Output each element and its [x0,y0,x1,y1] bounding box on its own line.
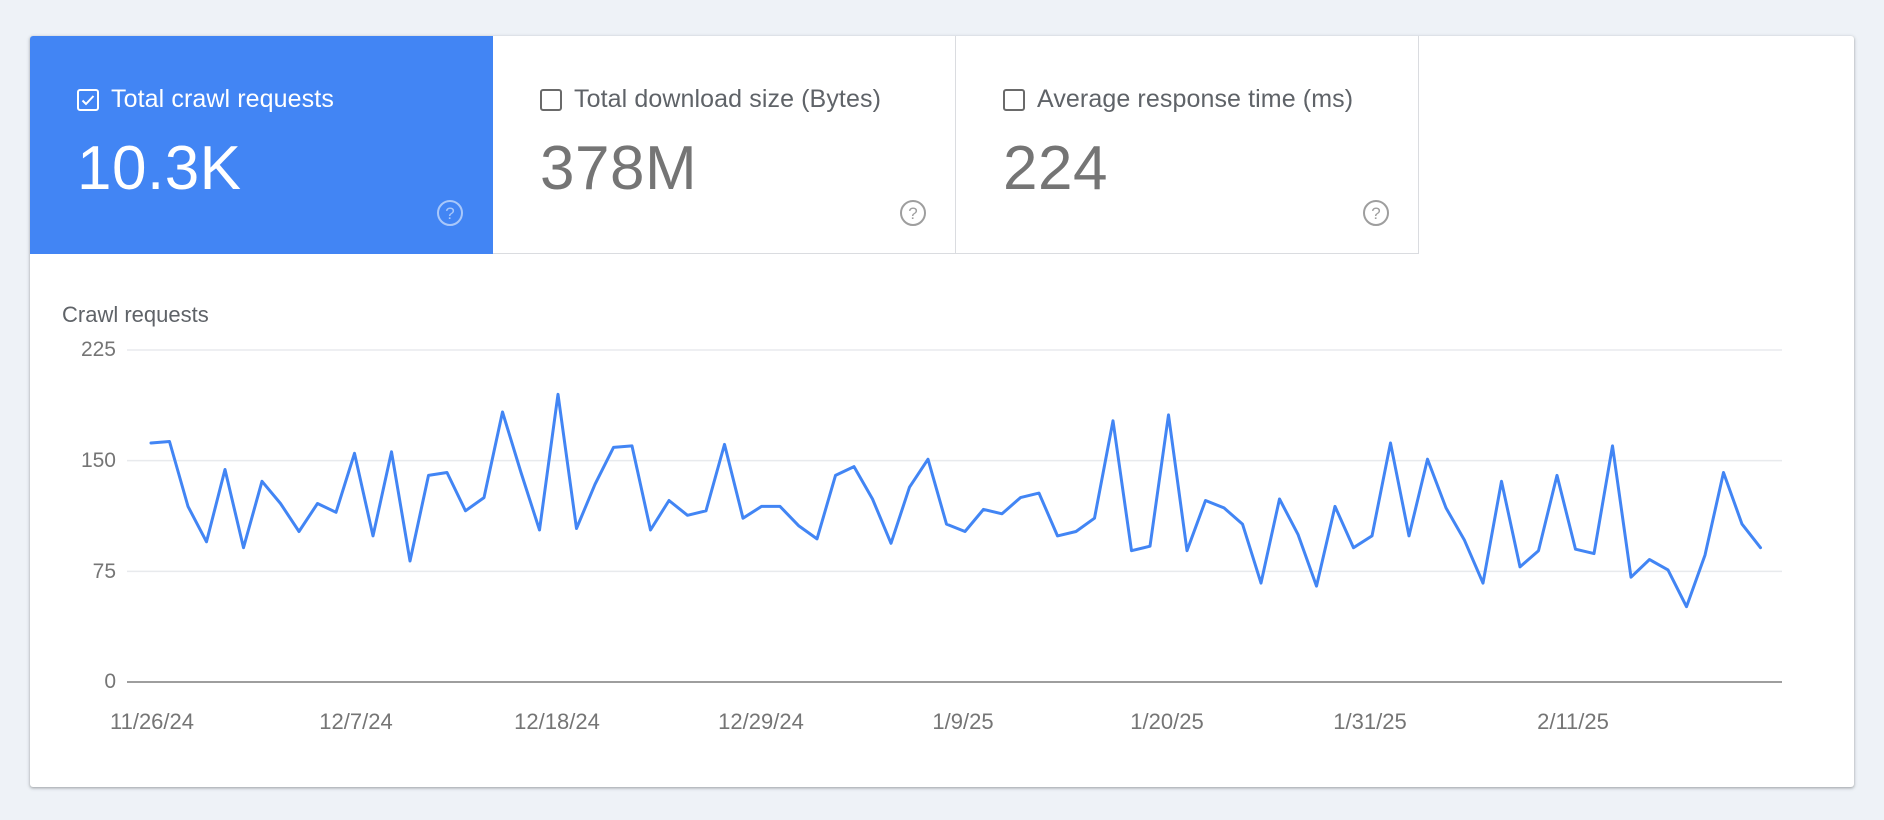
metric-tabs: Total crawl requests 10.3K ? Total downl… [30,36,1419,255]
x-tick-label: 1/31/25 [1333,709,1407,734]
checkbox-unchecked-icon[interactable] [540,88,562,111]
svg-text:?: ? [1371,204,1380,223]
y-tick-label: 150 [80,449,116,472]
tab-label: Average response time (ms) [1037,85,1354,113]
tab-average-response-time[interactable]: Average response time (ms) 224 ? [956,36,1419,254]
tab-label: Total download size (Bytes) [574,85,882,113]
checkbox-checked-icon[interactable] [77,88,99,111]
tab-label: Total crawl requests [111,85,334,113]
metric-value: 10.3K [77,134,242,203]
svg-text:?: ? [908,204,917,223]
chart-title: Crawl requests [62,302,209,327]
metric-value: 224 [1003,134,1108,203]
x-tick-label: 12/7/24 [319,709,393,734]
svg-text:?: ? [445,204,454,223]
y-tick-label: 75 [92,560,116,583]
x-tick-label: 1/20/25 [1130,709,1204,734]
checkbox-unchecked-icon[interactable] [1003,88,1025,111]
x-tick-label: 1/9/25 [932,709,994,734]
line-chart[interactable] [30,36,1854,787]
tab-header: Average response time (ms) [1003,85,1353,114]
tab-header: Total download size (Bytes) [540,85,881,114]
x-tick-label: 2/11/25 [1537,709,1609,734]
crawl-requests-line[interactable] [149,392,1762,609]
metric-value: 378M [540,134,698,203]
y-tick-label: 225 [80,338,116,361]
tab-total-crawl-requests[interactable]: Total crawl requests 10.3K ? [30,36,493,254]
x-tick-label: 12/29/24 [718,709,804,734]
help-circle-icon[interactable]: ? [898,198,928,228]
x-tick-label: 12/18/24 [514,709,600,734]
tab-total-download-size[interactable]: Total download size (Bytes) 378M ? [493,36,956,254]
help-circle-icon[interactable]: ? [1361,198,1391,228]
crawl-stats-card: Total crawl requests 10.3K ? Total downl… [30,36,1854,787]
tab-header: Total crawl requests [77,85,334,114]
y-tick-label: 0 [104,670,116,693]
help-circle-icon[interactable]: ? [435,198,465,228]
x-tick-label: 11/26/24 [109,709,195,734]
